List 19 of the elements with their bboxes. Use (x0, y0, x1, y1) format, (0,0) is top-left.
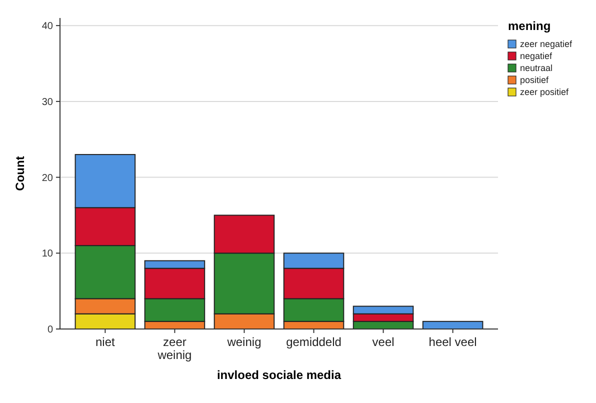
x-tick-label: weinig (226, 335, 262, 349)
legend-title: mening (508, 19, 551, 33)
y-tick-label: 0 (47, 324, 54, 336)
x-tick-label: niet (96, 335, 116, 349)
legend-label: zeer negatief (520, 39, 573, 50)
y-axis-title: Count (13, 156, 27, 191)
legend-label: positief (520, 75, 550, 86)
x-tick-label: gemiddeld (286, 335, 342, 349)
legend-label: neutraal (520, 63, 553, 74)
y-tick-label: 20 (42, 172, 54, 184)
x-tick-label: heel veel (428, 335, 477, 349)
y-tick-label: 30 (42, 96, 54, 108)
y-tick-label: 40 (42, 21, 54, 32)
x-axis-title: invloed sociale media (216, 368, 342, 382)
legend-label: zeer positief (520, 87, 570, 98)
legend-label: negatief (520, 51, 553, 62)
y-tick-label: 10 (42, 248, 54, 260)
x-tick-label: zeer weinig (156, 335, 192, 362)
x-tick-label: veel (372, 335, 394, 349)
